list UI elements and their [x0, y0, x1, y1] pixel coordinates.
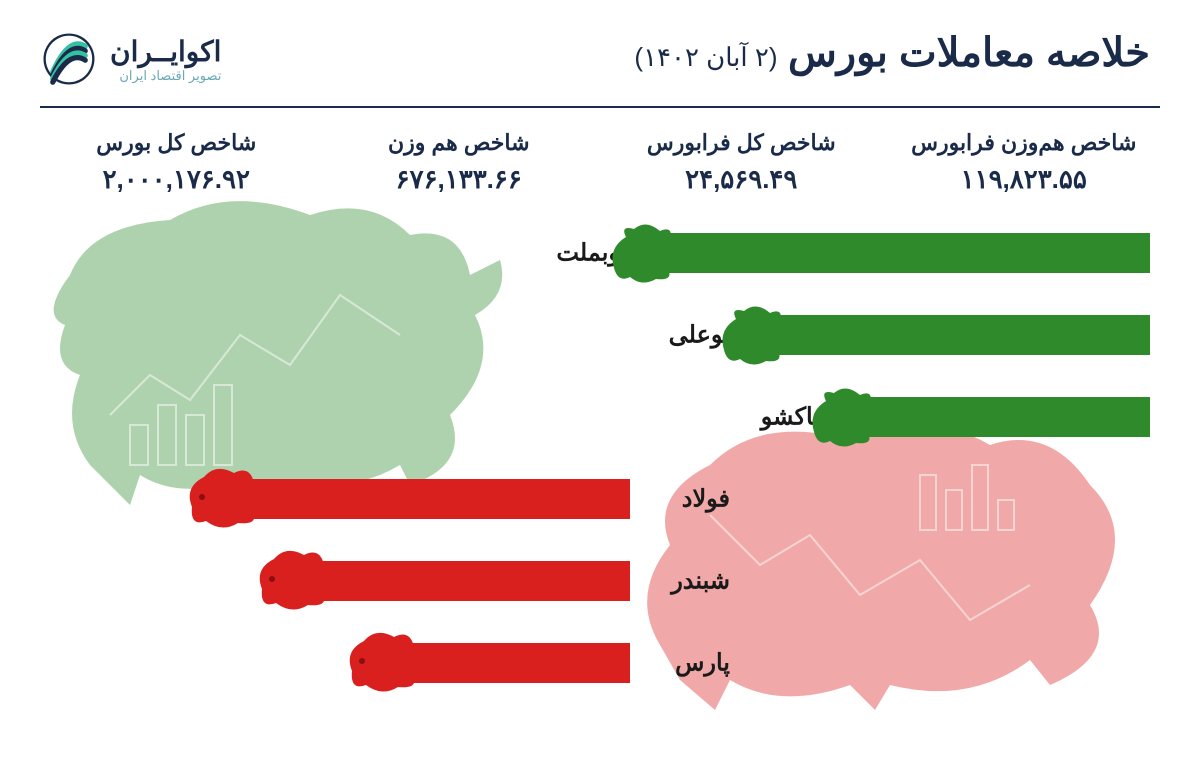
bar-row-loser: پارس — [50, 635, 1150, 691]
brand-name: اکوایــران — [110, 35, 221, 68]
bar-label: شبندر — [640, 567, 730, 596]
bar-label: پاکشو — [720, 403, 820, 432]
index-label: شاخص هم وزن — [323, 130, 596, 156]
header: خلاصه معاملات بورس (۲ آبان ۱۴۰۲) اکوایــ… — [0, 0, 1200, 106]
bar-row-loser: شبندر — [50, 553, 1150, 609]
index-item: شاخص هم‌وزن فرابورس ۱۱۹,۸۲۳.۵۵ — [888, 130, 1161, 195]
index-value: ۶۷۶,۱۳۳.۶۶ — [323, 164, 596, 195]
title-block: خلاصه معاملات بورس (۲ آبان ۱۴۰۲) — [634, 30, 1150, 76]
bar-label: وبملت — [520, 239, 620, 268]
bar-row-gainer: وبملت — [50, 225, 1150, 281]
bar-row-loser: فولاد — [50, 471, 1150, 527]
index-value: ۱۱۹,۸۲۳.۵۵ — [888, 164, 1161, 195]
bars-wrap: وبملت بوعلی پاکشو فولاد شبندر — [50, 225, 1150, 705]
chart-area: وبملت بوعلی پاکشو فولاد شبندر — [0, 205, 1200, 725]
loser-bar: پارس — [370, 643, 630, 683]
indices-row: شاخص کل بورس ۲,۰۰۰,۱۷۶.۹۲ شاخص هم وزن ۶۷… — [0, 108, 1200, 205]
index-label: شاخص کل فرابورس — [605, 130, 878, 156]
bar-label: فولاد — [640, 485, 730, 514]
bar-label: بوعلی — [630, 321, 730, 350]
brand: اکوایــران تصویر اقتصاد ایران — [40, 30, 221, 88]
index-value: ۲۴,۵۶۹.۴۹ — [605, 164, 878, 195]
bull-head-icon — [722, 305, 792, 365]
gainer-bar: بوعلی — [740, 315, 1150, 355]
bar-label: پارس — [640, 649, 730, 678]
brand-sub: تصویر اقتصاد ایران — [110, 68, 221, 84]
bear-head-icon — [348, 631, 426, 693]
gainer-bar: پاکشو — [830, 397, 1150, 437]
page-title: خلاصه معاملات بورس — [788, 31, 1150, 75]
index-label: شاخص هم‌وزن فرابورس — [888, 130, 1161, 156]
gainer-bar: وبملت — [630, 233, 1150, 273]
loser-bar: فولاد — [210, 479, 630, 519]
index-item: شاخص هم وزن ۶۷۶,۱۳۳.۶۶ — [323, 130, 596, 195]
index-item: شاخص کل بورس ۲,۰۰۰,۱۷۶.۹۲ — [40, 130, 313, 195]
page-date: (۲ آبان ۱۴۰۲) — [634, 42, 777, 72]
bear-head-icon — [258, 549, 336, 611]
bear-head-icon — [188, 467, 266, 529]
index-item: شاخص کل فرابورس ۲۴,۵۶۹.۴۹ — [605, 130, 878, 195]
bar-row-gainer: بوعلی — [50, 307, 1150, 363]
bull-head-icon — [612, 223, 682, 283]
loser-bar: شبندر — [280, 561, 630, 601]
index-label: شاخص کل بورس — [40, 130, 313, 156]
bull-head-icon — [812, 387, 882, 447]
brand-logo-icon — [40, 30, 98, 88]
bar-row-gainer: پاکشو — [50, 389, 1150, 445]
index-value: ۲,۰۰۰,۱۷۶.۹۲ — [40, 164, 313, 195]
